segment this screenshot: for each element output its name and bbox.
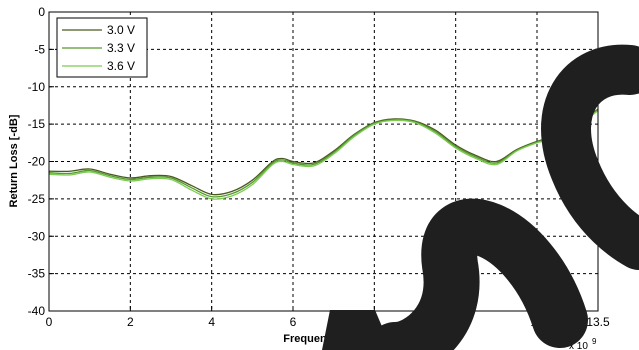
y-tick-label: -40 [28, 304, 46, 318]
series-line-1 [48, 108, 599, 196]
x-tick-label: 4 [208, 315, 215, 329]
x-tick-label: 0 [46, 315, 53, 329]
overlay-stroke-lower [367, 198, 588, 350]
legend: 3.0 V 3.3 V 3.6 V [56, 17, 148, 78]
y-tick-label: -15 [28, 117, 46, 131]
x-tick-label: 6 [290, 315, 297, 329]
y-tick-label: -30 [28, 229, 46, 243]
x-axis-multiplier-exponent: 9 [592, 337, 597, 346]
legend-label-1: 3.0 V [107, 23, 135, 37]
y-tick-label: -25 [28, 192, 46, 206]
x-tick-label: 2 [127, 315, 134, 329]
y-tick-label: -5 [34, 42, 45, 56]
series-line-3 [48, 110, 599, 200]
y-axis-label: Return Loss [-dB] [8, 114, 20, 207]
x-axis-multiplier: x 10 [569, 341, 588, 350]
series-line-2 [48, 109, 599, 198]
legend-label-2: 3.3 V [107, 41, 135, 55]
x-tick-label: 13.5 [586, 315, 610, 329]
overlay-wedge [322, 310, 392, 350]
y-tick-label: -20 [28, 155, 46, 169]
legend-label-3: 3.6 V [107, 59, 135, 73]
y-tick-label: -10 [28, 80, 46, 94]
series-lines [48, 108, 599, 200]
decorative-overlay [322, 44, 639, 350]
y-tick-label: 0 [38, 5, 45, 19]
y-tick-label: -35 [28, 267, 46, 281]
overlay-stroke-right [541, 44, 639, 270]
